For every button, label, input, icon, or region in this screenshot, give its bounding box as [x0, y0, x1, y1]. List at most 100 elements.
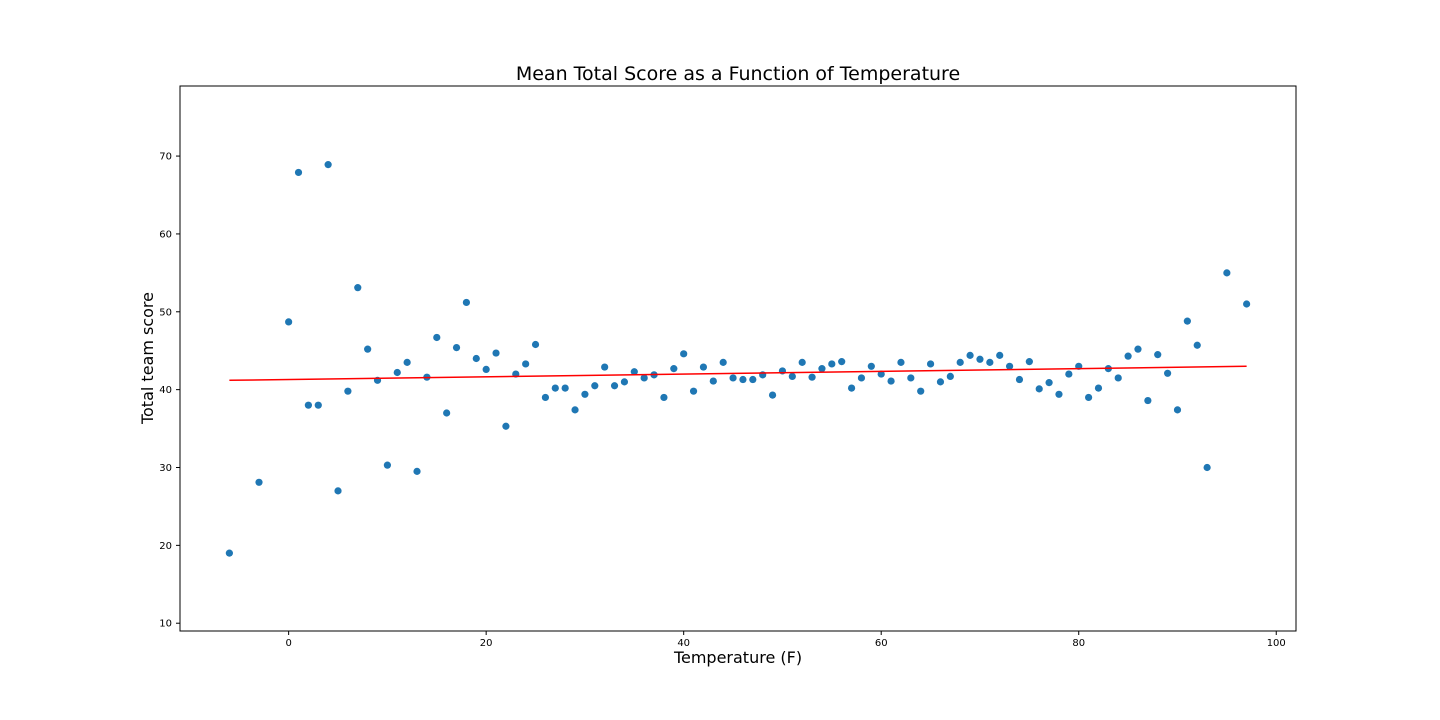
data-point	[956, 358, 964, 366]
data-point	[788, 372, 796, 381]
y-tick-label: 60	[159, 229, 172, 240]
x-tick-label: 0	[285, 638, 291, 649]
data-point	[768, 391, 777, 399]
x-tick-label: 100	[1267, 638, 1286, 649]
data-point	[1164, 369, 1172, 377]
data-point	[1173, 406, 1182, 414]
data-point	[739, 375, 747, 384]
data-point	[749, 375, 757, 384]
data-point	[670, 365, 678, 373]
data-point	[334, 487, 342, 495]
data-point	[1183, 317, 1191, 325]
data-point	[719, 358, 727, 366]
x-tick-label: 60	[875, 638, 888, 649]
data-point	[808, 373, 816, 381]
data-point	[680, 350, 688, 358]
data-point	[482, 365, 490, 373]
data-point	[255, 478, 263, 486]
data-point	[946, 372, 954, 381]
data-point	[571, 406, 579, 414]
data-point	[304, 401, 312, 409]
data-point	[660, 393, 668, 402]
data-point	[561, 384, 569, 392]
data-point	[1144, 396, 1152, 405]
data-point	[1223, 269, 1231, 277]
data-point	[452, 344, 461, 352]
y-tick-label: 10	[159, 619, 172, 630]
data-point	[1203, 463, 1211, 472]
data-point	[1154, 351, 1162, 359]
y-tick-label: 50	[159, 307, 172, 318]
trend-line	[229, 365, 1247, 382]
data-point	[610, 382, 619, 390]
data-point	[778, 367, 787, 375]
data-point	[581, 390, 589, 398]
data-point	[551, 384, 559, 392]
data-point	[689, 387, 698, 395]
y-tick-label: 20	[159, 541, 172, 552]
data-point	[591, 382, 599, 390]
data-point	[986, 358, 994, 366]
data-point	[393, 368, 401, 377]
data-point	[976, 355, 984, 363]
x-tick-label: 40	[677, 638, 690, 649]
data-point	[699, 363, 708, 371]
data-point	[630, 368, 638, 376]
data-point	[1114, 374, 1122, 382]
data-point	[354, 284, 362, 292]
data-point	[709, 377, 717, 385]
data-point	[828, 360, 836, 368]
data-point	[887, 377, 895, 385]
data-point	[729, 374, 737, 382]
data-point	[907, 374, 915, 382]
x-tick-label: 20	[480, 638, 493, 649]
x-tick-label: 80	[1072, 638, 1085, 649]
data-point	[314, 401, 322, 409]
data-point	[877, 370, 885, 378]
data-point	[324, 161, 332, 169]
data-point	[640, 374, 648, 382]
data-point	[403, 358, 411, 366]
data-point	[364, 345, 372, 353]
data-point	[285, 318, 293, 326]
data-point	[857, 374, 866, 382]
data-point	[1065, 370, 1073, 378]
data-point	[344, 387, 352, 395]
data-point	[936, 378, 945, 386]
y-tick-label: 30	[159, 463, 172, 474]
y-tick-label: 70	[159, 152, 172, 163]
data-point	[502, 422, 510, 430]
plot-frame	[179, 85, 1297, 632]
data-point	[917, 387, 925, 395]
data-point	[1085, 393, 1093, 402]
data-point	[818, 365, 826, 373]
data-point	[966, 351, 974, 359]
data-point	[294, 168, 303, 177]
data-point	[926, 360, 935, 368]
x-axis-label: Temperature (F)	[673, 648, 802, 667]
data-point	[1045, 379, 1053, 387]
data-point	[1193, 341, 1201, 349]
data-point	[472, 354, 480, 363]
data-point	[531, 340, 540, 349]
data-point	[1005, 362, 1014, 370]
data-point	[462, 298, 471, 307]
data-point	[867, 362, 875, 370]
data-point	[383, 461, 391, 469]
data-point	[522, 360, 530, 368]
data-point	[897, 358, 905, 366]
data-point	[1035, 385, 1043, 393]
data-point	[798, 358, 806, 366]
data-point	[847, 384, 856, 392]
data-point	[541, 393, 550, 402]
data-point	[620, 378, 629, 386]
data-point	[838, 358, 846, 366]
y-axis-label: Total team score	[138, 292, 157, 425]
data-point	[1015, 375, 1024, 384]
y-tick-label: 40	[159, 385, 172, 396]
data-point	[996, 351, 1004, 359]
data-point	[413, 467, 421, 475]
data-point	[225, 549, 233, 557]
